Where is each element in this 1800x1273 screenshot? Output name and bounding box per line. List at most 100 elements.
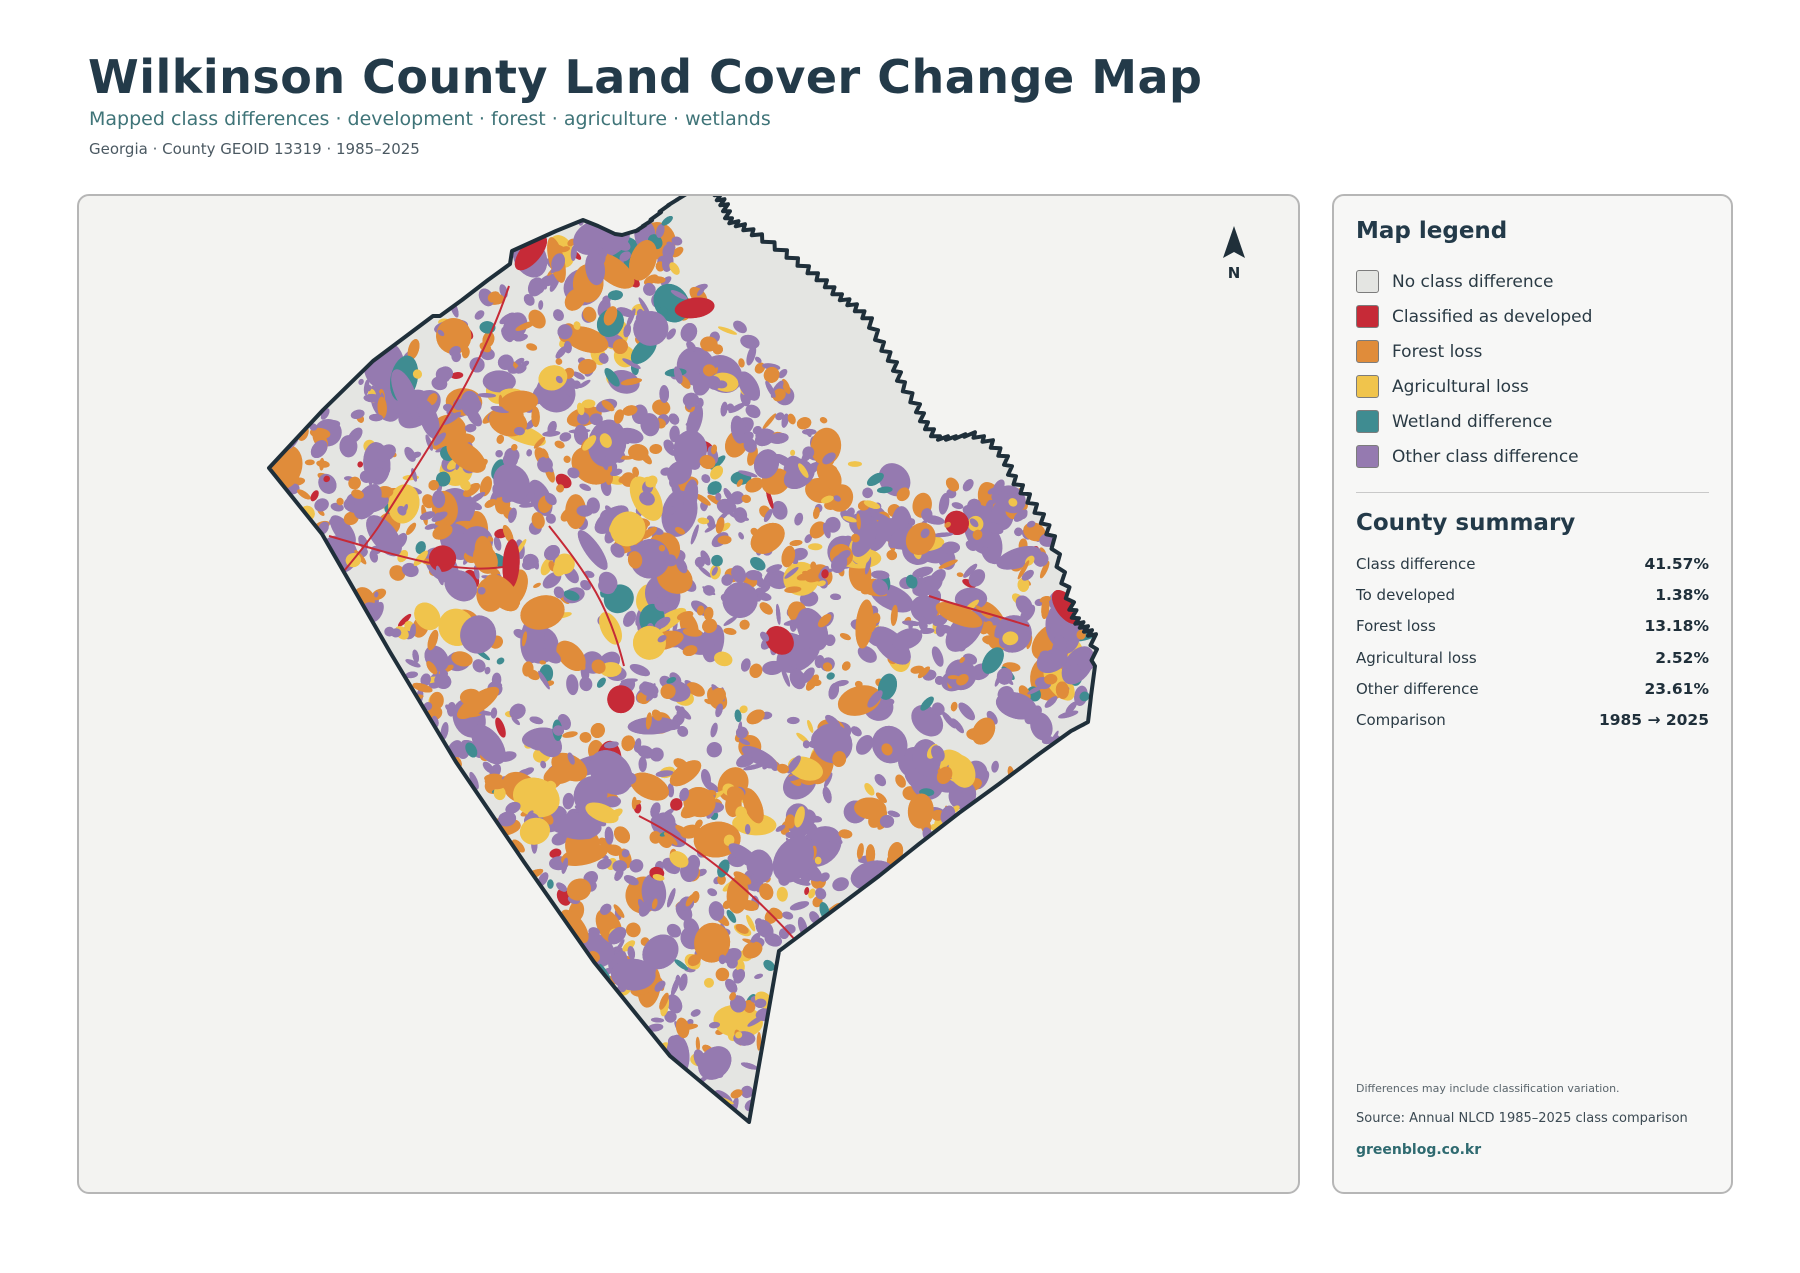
change-patch (743, 1000, 756, 1013)
summary-label: Comparison (1356, 711, 1446, 730)
change-patch (808, 543, 823, 551)
change-patch (577, 412, 590, 425)
summary-table: Class difference 41.57% To developed 1.3… (1356, 548, 1709, 736)
change-patch (649, 747, 664, 762)
change-patch (322, 419, 341, 429)
change-patch (928, 569, 946, 587)
change-patch (495, 449, 503, 458)
change-patch (991, 760, 999, 773)
change-patch (310, 490, 319, 502)
change-patch (559, 432, 572, 442)
change-patch (495, 717, 506, 738)
change-patch (984, 499, 994, 515)
change-patch (649, 831, 662, 844)
summary-label: Forest loss (1356, 617, 1436, 636)
legend-heading: Map legend (1356, 218, 1508, 244)
change-patch (836, 838, 843, 845)
change-patch (670, 798, 683, 811)
change-patch (542, 571, 562, 589)
change-patch (951, 502, 964, 510)
panel-divider (1356, 492, 1709, 493)
change-patch (451, 651, 473, 667)
change-patch (695, 1036, 701, 1052)
legend-label: Other class difference (1392, 446, 1579, 467)
summary-row-to-developed: To developed 1.38% (1356, 579, 1709, 610)
summary-value: 13.18% (1644, 617, 1709, 636)
change-patch (706, 515, 716, 530)
change-patch (804, 534, 813, 544)
change-patch (666, 328, 676, 340)
change-patch (533, 436, 546, 449)
change-patch (529, 278, 545, 294)
change-patch (965, 540, 977, 552)
other-swatch-icon (1356, 445, 1379, 468)
county-map[interactable] (79, 196, 1298, 1192)
change-patch (336, 497, 344, 506)
summary-value: 41.57% (1644, 554, 1709, 573)
change-patch (559, 246, 571, 253)
wetland-swatch-icon (1356, 410, 1379, 433)
change-patch (857, 645, 877, 663)
summary-row-agricultural-loss: Agricultural loss 2.52% (1356, 642, 1709, 673)
change-patch (666, 923, 682, 938)
change-patch (931, 646, 944, 667)
summary-value: 1.38% (1655, 585, 1709, 604)
change-patch (819, 417, 828, 424)
forest-loss-swatch-icon (1356, 340, 1379, 363)
change-patch (538, 300, 544, 310)
change-patch (856, 843, 864, 860)
change-patch (603, 796, 622, 808)
change-patch (647, 1023, 664, 1032)
change-patch (810, 561, 817, 571)
source-credit: Source: Annual NLCD 1985–2025 class comp… (1356, 1111, 1688, 1126)
legend-label: Classified as developed (1392, 306, 1593, 327)
summary-row-class-difference: Class difference 41.57% (1356, 548, 1709, 579)
change-patch (570, 245, 577, 261)
change-patch (619, 455, 633, 460)
change-patch (579, 676, 593, 692)
legend-item-forest-loss: Forest loss (1356, 334, 1592, 369)
change-patch (847, 461, 862, 467)
change-patch (363, 379, 370, 396)
change-patch (723, 627, 737, 635)
change-patch (782, 911, 794, 920)
change-patch (938, 492, 950, 515)
change-patch (713, 1004, 763, 1038)
change-patch (733, 320, 747, 334)
legend-label: Forest loss (1392, 341, 1483, 362)
legend-item-other: Other class difference (1356, 439, 1592, 474)
change-patch (864, 783, 875, 796)
site-link[interactable]: greenblog.co.kr (1356, 1142, 1482, 1158)
map-panel[interactable]: N (77, 194, 1300, 1194)
change-patch (895, 774, 906, 788)
change-patch (842, 515, 857, 523)
change-patch (667, 783, 675, 798)
page-title: Wilkinson County Land Cover Change Map (88, 50, 1203, 104)
change-patch (778, 368, 788, 379)
change-patch (563, 455, 571, 463)
change-patch (464, 423, 477, 433)
change-patch (708, 901, 725, 921)
change-patch (730, 491, 745, 505)
change-patch (664, 1010, 677, 1023)
legend-item-no-change: No class difference (1356, 264, 1592, 299)
change-patch (682, 392, 700, 408)
change-patch (493, 536, 502, 551)
change-patch (589, 413, 603, 426)
summary-value: 2.52% (1655, 648, 1709, 667)
legend-label: Wetland difference (1392, 411, 1553, 432)
change-patch (482, 761, 494, 774)
change-patch (962, 479, 974, 492)
summary-row-other-difference: Other difference 23.61% (1356, 673, 1709, 704)
change-patch (404, 446, 416, 462)
change-patch (809, 521, 827, 539)
change-patch (723, 616, 738, 626)
change-patch (511, 716, 521, 726)
change-patch (613, 904, 625, 918)
legend-item-agricultural-loss: Agricultural loss (1356, 369, 1592, 404)
change-patch (747, 1014, 766, 1027)
change-patch (890, 604, 898, 626)
change-patch (304, 459, 315, 466)
change-patch (954, 587, 988, 611)
change-patch (828, 484, 854, 512)
